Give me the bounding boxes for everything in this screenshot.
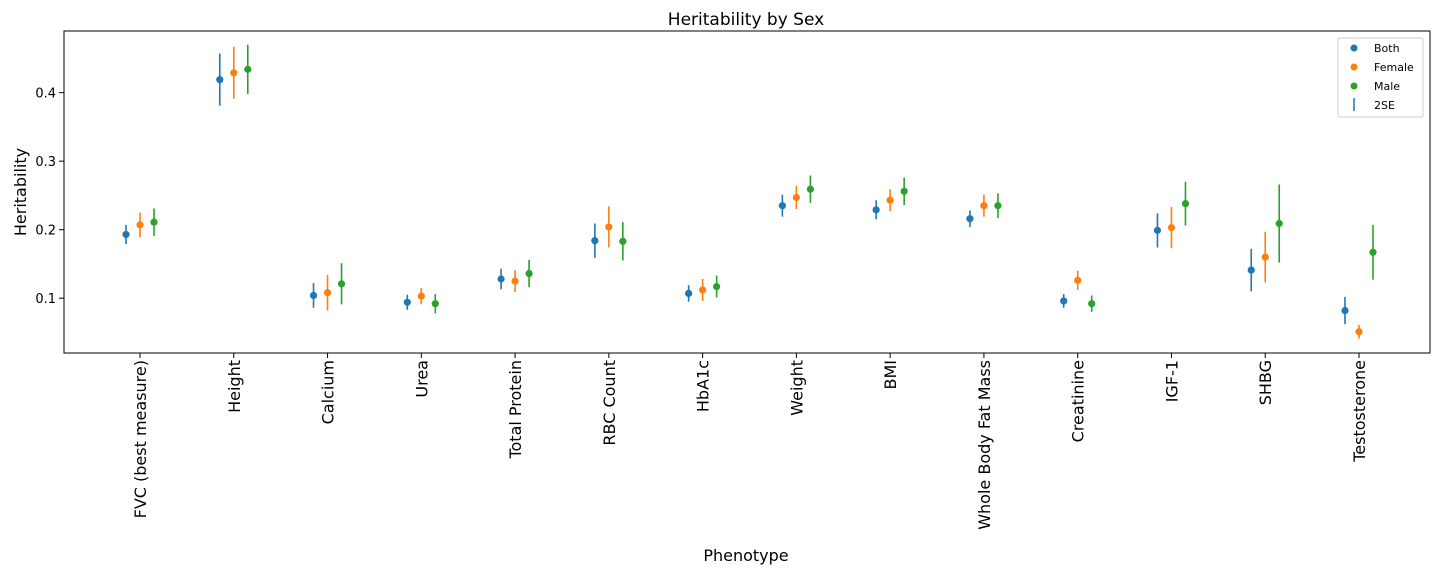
y-axis: 0.1 0.2 0.3 0.4 (35, 87, 64, 307)
x-tick-label: SHBG (1256, 360, 1275, 405)
x-tick-label: Calcium (319, 360, 338, 424)
legend-label-male: Male (1374, 80, 1400, 93)
point-male (244, 65, 252, 73)
point-female (136, 221, 144, 229)
x-tick-label: Weight (787, 360, 806, 416)
point-male (525, 269, 533, 278)
point-female (980, 202, 988, 210)
y-tick-label: 0.2 (35, 224, 56, 239)
legend-marker-both (1350, 44, 1358, 52)
x-tick-label: Testosterone (1350, 360, 1369, 463)
point-female (323, 289, 332, 297)
point-both (685, 289, 693, 297)
x-axis: FVC (best measure) Height Calcium Urea Total… (131, 353, 1369, 530)
legend-label-2se: 2SE (1374, 99, 1395, 112)
x-tick-label: Creatinine (1069, 360, 1088, 442)
legend-box (1337, 37, 1424, 118)
point-both (122, 230, 130, 239)
x-axis-title: Phenotype (703, 546, 788, 565)
x-tick-label: Total Protein (506, 360, 525, 460)
point-both (966, 215, 974, 223)
point-female (1167, 224, 1176, 232)
point-male (900, 187, 908, 195)
chart-title: Heritability by Sex (668, 10, 824, 30)
point-both (403, 298, 411, 306)
point-female (699, 286, 707, 294)
chart-marks (122, 44, 1377, 339)
point-both (1247, 266, 1255, 274)
x-tick-label: HbA1c (694, 360, 713, 412)
legend: Both Female Male 2SE (1337, 37, 1424, 118)
point-male (150, 218, 158, 226)
y-tick-label: 0.4 (35, 87, 56, 102)
y-tick-label: 0.3 (35, 155, 56, 170)
point-female (1074, 276, 1082, 284)
point-both (591, 237, 599, 245)
point-male (431, 300, 439, 308)
point-female (511, 277, 519, 285)
point-both (309, 291, 318, 300)
x-tick-label: Height (225, 360, 244, 413)
point-both (497, 275, 505, 283)
point-both (872, 206, 880, 214)
point-both (216, 76, 224, 84)
point-male (1181, 200, 1190, 208)
point-both (1341, 306, 1349, 315)
point-both (1153, 226, 1162, 234)
x-tick-label: BMI (881, 360, 900, 390)
x-tick-label: FVC (best measure) (131, 360, 150, 518)
x-tick-label: Whole Body Fat Mass (975, 360, 994, 530)
point-female (1261, 253, 1269, 261)
legend-label-female: Female (1374, 61, 1414, 74)
legend-marker-male (1350, 82, 1358, 90)
point-female (1355, 328, 1363, 336)
point-male (1275, 219, 1283, 228)
point-male (994, 202, 1002, 210)
point-female (417, 292, 425, 300)
x-tick-label: IGF-1 (1162, 360, 1181, 402)
point-male (1088, 300, 1096, 308)
x-tick-label: RBC Count (600, 360, 619, 446)
point-male (619, 237, 627, 245)
legend-marker-female (1350, 63, 1358, 71)
plot-frame (63, 30, 1431, 354)
point-female (886, 196, 894, 204)
point-male (806, 185, 814, 193)
point-female (230, 69, 238, 77)
point-male (713, 282, 721, 291)
y-axis-title: Heritability (11, 148, 30, 236)
legend-label-both: Both (1374, 42, 1400, 55)
point-female (792, 193, 800, 202)
point-male (337, 280, 346, 288)
y-tick-label: 0.1 (35, 292, 56, 307)
point-both (778, 202, 786, 210)
point-female (605, 223, 613, 231)
point-male (1369, 248, 1377, 256)
point-both (1060, 297, 1068, 305)
x-tick-label: Urea (412, 360, 431, 398)
